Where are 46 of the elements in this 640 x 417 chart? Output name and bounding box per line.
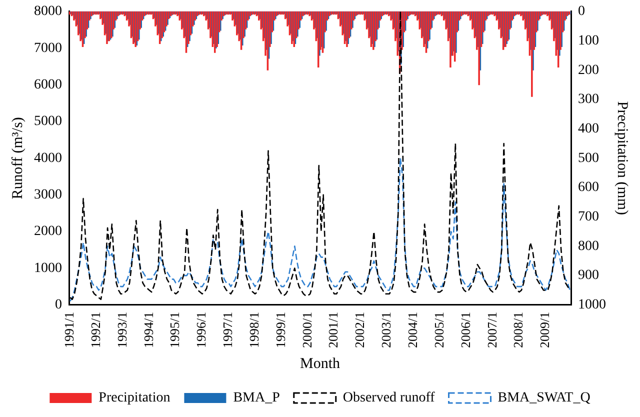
x-tick-label: 1992/1 [88,312,103,348]
y-tick-label: 1000 [34,260,62,276]
x-axis-title: Month [300,356,340,372]
x-tick-label: 2007/1 [484,312,500,348]
x-tick-label: 2008/1 [510,312,526,348]
x-tick-label: 1995/1 [167,312,182,348]
legend-label: Observed runoff [342,390,436,406]
y2-tick-label: 400 [578,121,599,136]
y2-tick-label: 700 [578,210,599,225]
y-tick-label: 8000 [34,4,62,20]
x-tick-label: 2005/1 [431,312,446,348]
y-tick-label: 6000 [34,77,62,92]
x-tick-label: 1997/1 [220,312,236,348]
y-tick-label: 0 [55,298,62,313]
y2-tick-label: 500 [578,150,599,166]
x-tick-label: 1993/1 [114,312,130,348]
x-tick-label: 2009/1 [537,312,552,348]
y2-tick-label: 600 [578,180,599,196]
y2-tick-label: 900 [578,268,599,284]
y-tick-label: 4000 [34,150,62,166]
legend-label: BMA_SWAT_Q [498,390,590,406]
x-tick-label: 1996/1 [194,312,209,348]
x-tick-label: 2004/1 [404,312,420,348]
x-tick-label: 1991/1 [62,312,77,348]
y-tick-label: 3000 [34,188,62,202]
x-tick-label: 1994/1 [140,312,156,348]
x-tick-label: 1999/1 [272,312,288,348]
y2-tick-label: 1000 [578,298,606,313]
x-tick-label: 2000/1 [299,312,314,348]
x-tick-label: 2006/1 [458,312,473,348]
y2-tick-label: 800 [578,238,599,254]
x-tick-label: 1998/1 [246,312,262,348]
legend-label: Precipitation [98,390,170,406]
y-axis-title: Runoff (m³/s) [10,117,26,200]
x-tick-label: 2003/1 [378,312,394,348]
y2-tick-label: 100 [578,33,599,48]
x-tick-label: 2001/1 [326,312,341,348]
y2-tick-label: 200 [578,62,599,78]
y2-tick-label: 300 [578,92,599,108]
x-tick-label: 2002/1 [352,312,368,348]
y-tick-label: 2000 [34,224,62,240]
legend-label: BMA_P [233,390,280,406]
y2-tick-label: 0 [578,4,585,20]
y-tick-label: 7000 [34,40,62,56]
y2-axis-title: Precipitation (mm) [614,101,630,216]
y-tick-label: 5000 [34,114,62,130]
